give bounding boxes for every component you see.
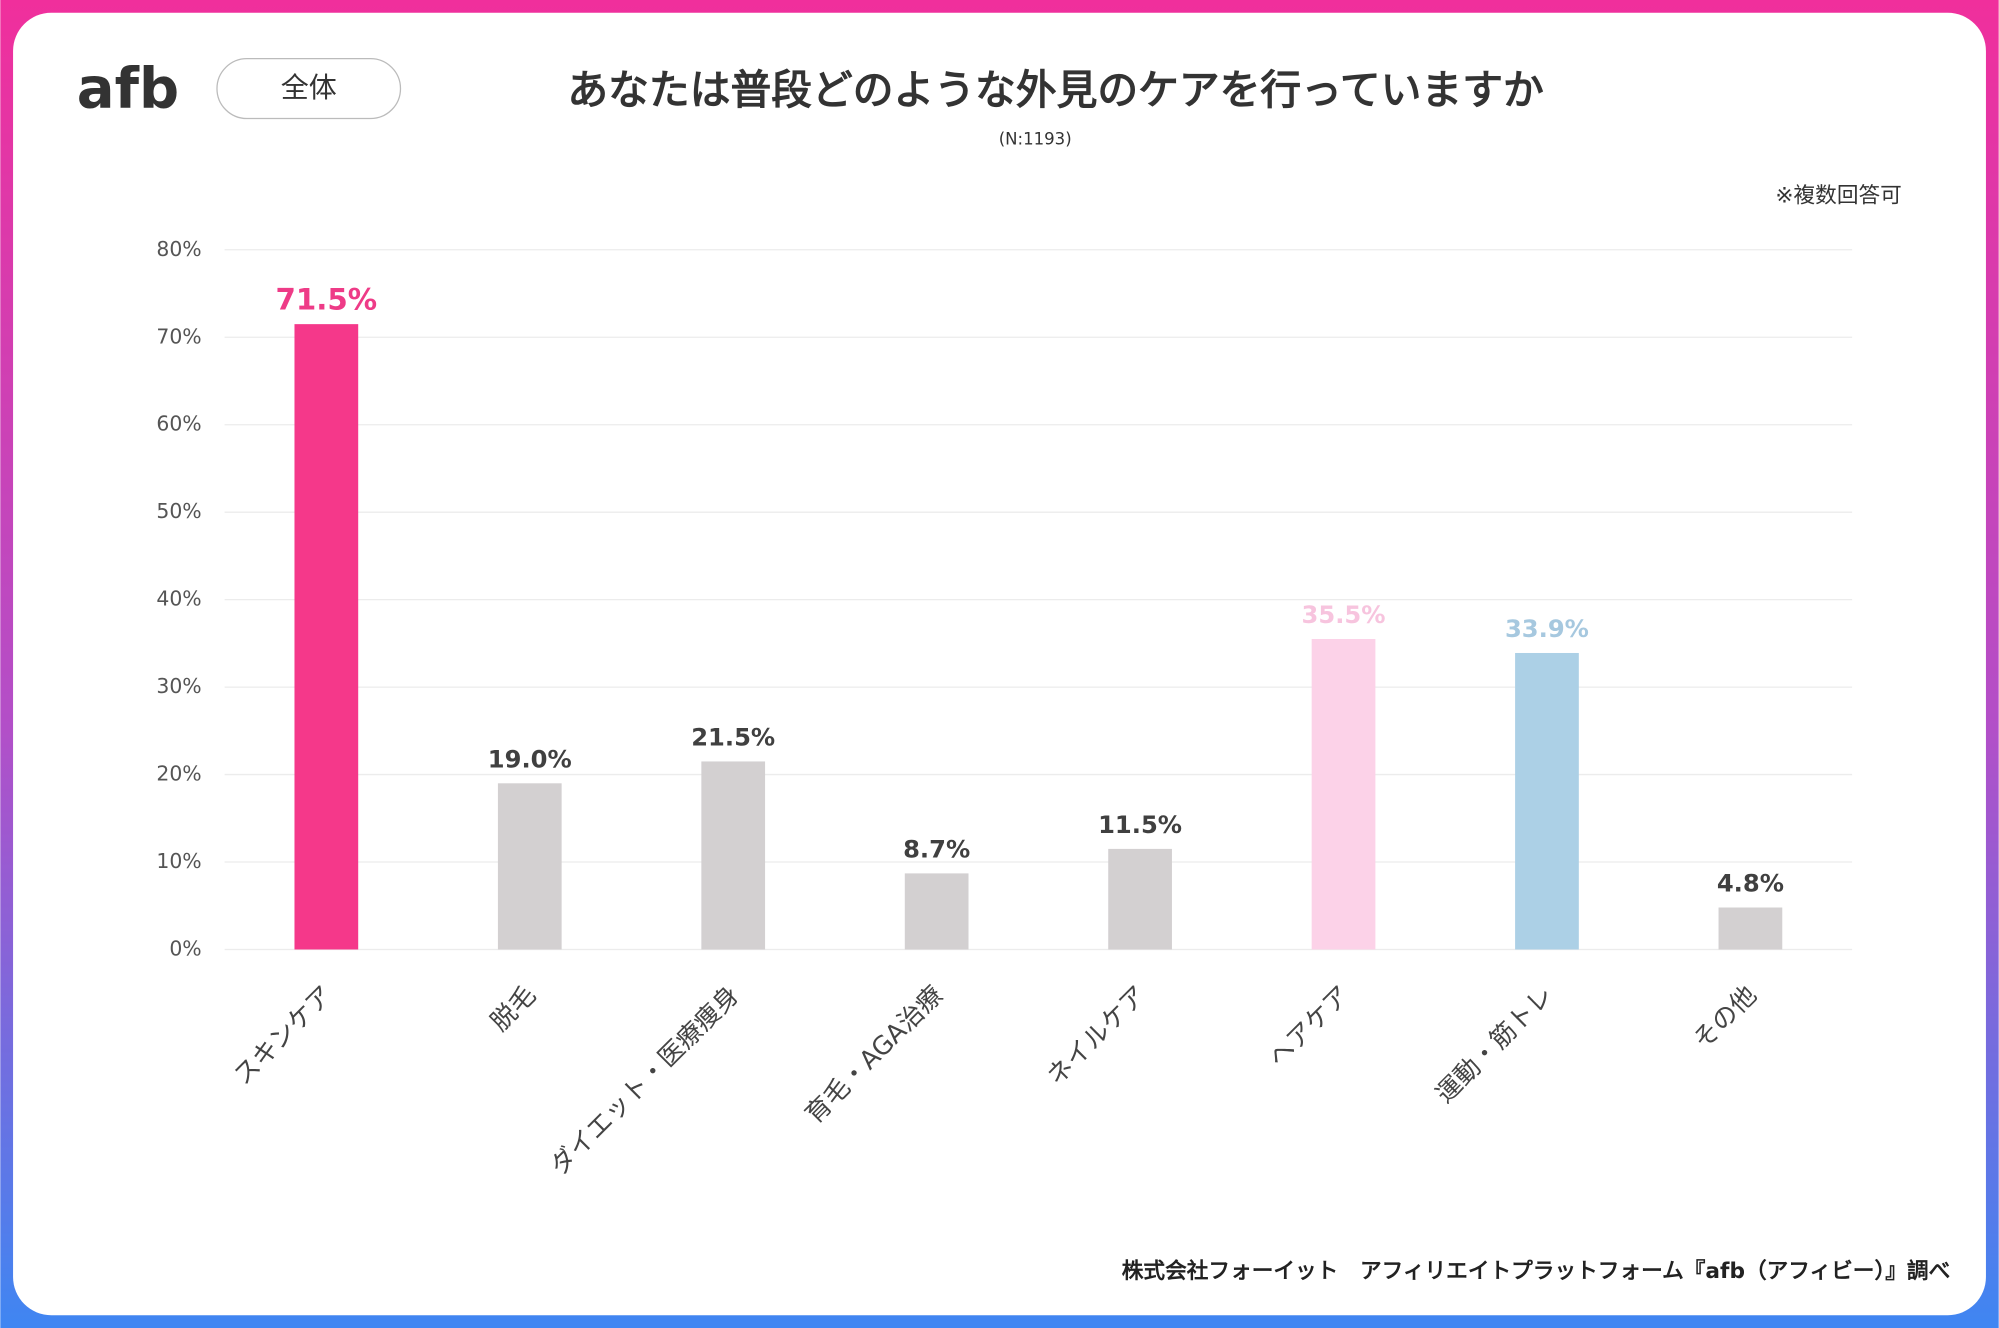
badge: 全体 — [281, 71, 337, 104]
value-label: 11.5% — [1098, 811, 1182, 839]
chart-title: あなたは普段どのような外見のケアを行っていますか — [567, 66, 1544, 114]
y-tick-label: 60% — [156, 412, 201, 436]
value-label: 19.0% — [488, 745, 572, 773]
value-label: 33.9% — [1505, 615, 1589, 643]
value-label: 35.5% — [1302, 601, 1386, 629]
source: 株式会社フォーイット アフィリエイトプラットフォーム『afb（アフィビー）』調べ — [1122, 1258, 1950, 1284]
y-tick-label: 30% — [156, 674, 201, 698]
bar — [294, 324, 359, 950]
y-tick-label: 70% — [156, 324, 201, 348]
value-label: 8.7% — [903, 835, 970, 863]
bar — [1108, 848, 1172, 950]
value-label: 4.8% — [1717, 870, 1784, 898]
panel — [13, 12, 1986, 1316]
bar — [701, 761, 766, 950]
bar — [497, 783, 562, 950]
y-tick-label: 80% — [156, 237, 201, 261]
badge-box — [216, 57, 402, 120]
y-tick-label: 40% — [156, 587, 201, 611]
bar — [1311, 638, 1376, 950]
y-tick-label: 20% — [156, 762, 201, 786]
y-tick-label: 10% — [156, 849, 201, 873]
logo: afb — [77, 56, 179, 121]
bar — [904, 873, 969, 950]
y-tick-label: 50% — [156, 499, 201, 523]
subtitle: (N:1193) — [999, 130, 1072, 149]
value-label: 71.5% — [276, 283, 378, 317]
value-label: 21.5% — [691, 724, 775, 752]
bar — [1718, 907, 1783, 950]
y-tick-label: 0% — [169, 936, 201, 960]
note: ※複数回答可 — [1775, 183, 1901, 208]
bar — [1515, 652, 1579, 950]
